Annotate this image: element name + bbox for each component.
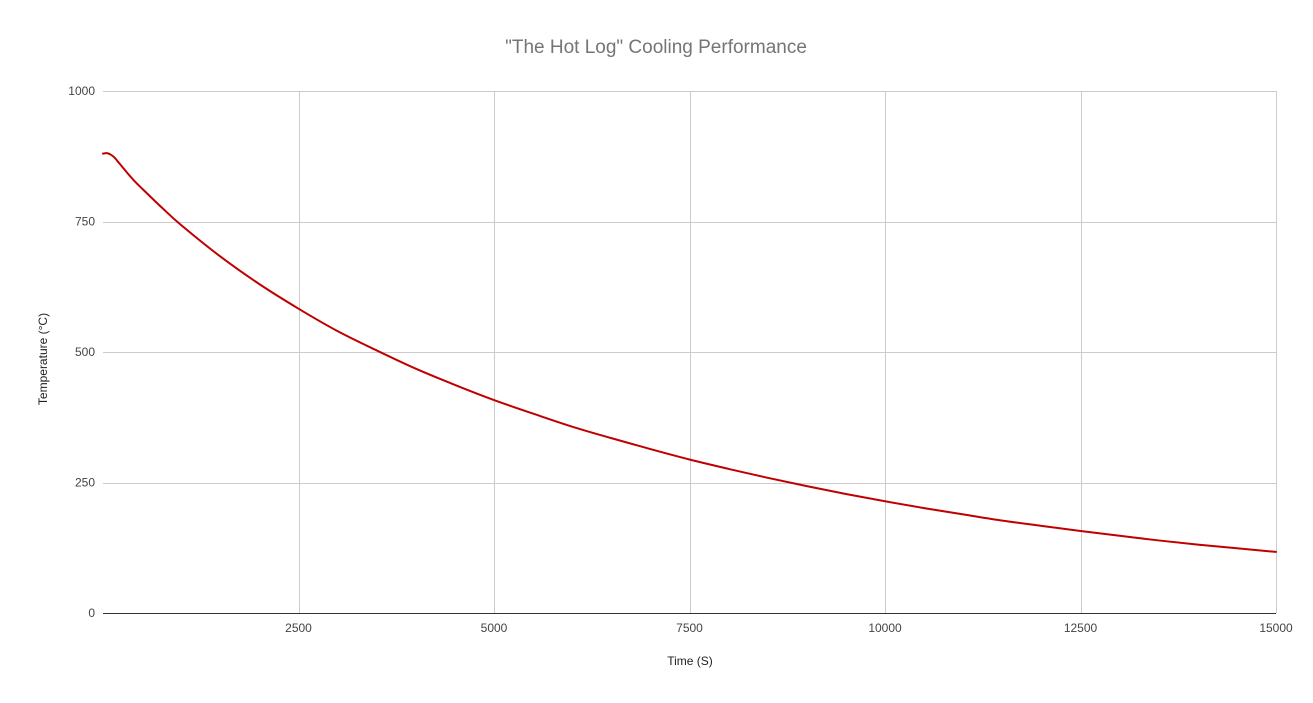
x-axis-label: Time (S) (667, 654, 713, 668)
y-tick-label: 250 (75, 476, 95, 490)
y-tick-label: 500 (75, 345, 95, 359)
series-line-0 (102, 152, 1277, 553)
y-tick-label: 750 (75, 215, 95, 229)
y-axis-label: Temperature (°C) (36, 313, 50, 405)
x-tick-label: 2500 (285, 621, 312, 635)
gridlines (103, 91, 1277, 614)
x-tick-label: 15000 (1259, 621, 1293, 635)
x-tick-label: 7500 (676, 621, 703, 635)
chart-title: "The Hot Log" Cooling Performance (505, 37, 807, 58)
series-layer (102, 152, 1277, 553)
y-tick-label: 0 (88, 606, 95, 620)
x-tick-label: 5000 (481, 621, 508, 635)
tick-labels: 0 250 500 750 1000 2500 5000 7500 10000 12500 1500… (68, 84, 1293, 635)
x-tick-label: 12500 (1064, 621, 1098, 635)
y-tick-label: 1000 (68, 84, 95, 98)
x-tick-label: 10000 (868, 621, 902, 635)
